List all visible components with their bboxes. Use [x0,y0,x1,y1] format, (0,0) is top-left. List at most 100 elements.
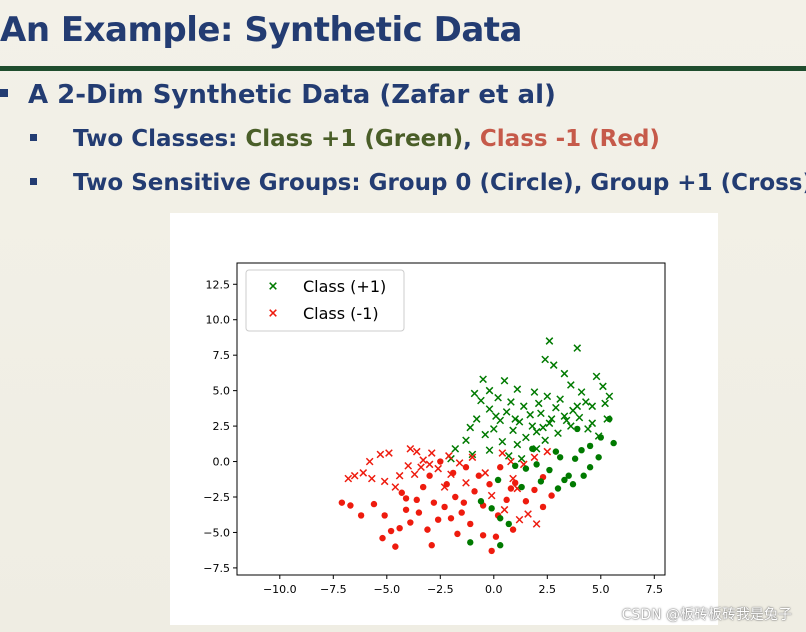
data-point-circle [574,425,581,433]
data-point-cross [468,450,477,459]
data-point-cross [592,372,601,381]
y-tick-label: 0.0 [213,456,231,469]
data-point-cross [599,382,607,391]
scatter-plot-panel: −10.0 −7.5 −5.0 −2.5 0.0 2.5 5.0 7.5 −7.5 −5.0 −2.… [170,213,718,625]
data-point-cross [391,483,400,491]
data-point-cross [468,453,477,462]
data-point-circle [548,492,555,499]
data-point-circle [347,502,354,509]
data-point-cross [526,410,535,419]
x-tick-label: −10.0 [263,583,297,596]
data-point-cross [417,463,425,472]
data-point-cross [532,427,541,436]
data-point-cross [504,452,513,460]
bullet-main-text: A 2-Dim Synthetic Data (Zafar et al) [28,80,556,110]
data-point-cross [376,450,385,459]
data-point-circle [488,505,495,512]
data-point-cross [560,412,569,420]
data-point-cross [367,474,376,483]
data-point-circle [586,464,594,471]
y-tick-label: 12.5 [206,278,231,291]
data-point-cross [494,393,502,402]
data-point-cross [573,402,582,411]
data-point-circle [507,485,515,492]
data-point-cross [410,470,419,479]
data-point-cross [359,469,368,477]
data-point-cross [567,381,575,389]
data-point-cross [466,423,475,432]
data-point-circle [426,472,433,479]
data-point-circle [554,485,562,492]
data-point-cross [500,376,509,385]
data-point-circle [396,525,403,532]
data-point-circle [497,515,504,522]
data-point-circle [370,500,378,508]
data-point-circle [492,533,500,540]
data-point-circle [471,488,478,495]
data-point-cross [530,453,539,462]
bullet-square-icon [0,88,8,97]
legend-marker-pos [269,282,277,290]
data-point-circle [556,454,564,461]
data-point-cross [573,344,582,352]
y-tick-label: 10.0 [206,314,231,327]
bullet-classes-red: Class -1 (Red) [479,126,660,152]
data-point-circle [479,532,487,539]
data-point-cross [549,361,558,369]
data-point-cross [425,460,434,469]
data-point-circle [407,519,414,526]
data-point-circle [537,478,545,485]
bullet-classes-sep: , [463,126,480,152]
y-tick-label: 7.5 [213,349,231,362]
data-point-cross [577,388,586,396]
y-tick-label: 5.0 [213,385,231,398]
bullet-classes-green: Class +1 (Green) [245,126,464,152]
data-point-cross [513,440,522,449]
data-point-cross [588,419,597,428]
data-point-cross [485,386,494,395]
data-point-circle [437,458,444,465]
bullet-square-icon [30,133,37,141]
data-point-cross [522,433,530,442]
data-point-circle [497,542,504,549]
data-point-cross [462,436,470,445]
legend: Class (+1) Class (-1) [245,269,405,332]
data-point-cross [479,375,487,384]
data-point-cross [539,423,547,432]
data-point-cross [532,520,541,528]
slide-title: An Example: Synthetic Data [0,10,523,50]
data-point-circle [398,489,405,496]
data-point-circle [529,445,536,452]
data-point-circle [392,543,399,550]
data-point-cross [498,449,507,457]
data-point-cross [470,389,479,398]
legend-marker-neg [269,309,277,317]
data-point-cross [528,422,537,430]
data-point-circle [565,472,572,479]
data-point-circle [606,415,613,423]
data-point-circle [467,520,474,528]
data-point-circle [424,526,431,533]
data-point-circle [552,448,560,455]
data-point-circle [488,547,495,555]
data-point-cross [451,444,460,453]
data-point-circle [539,503,547,511]
data-point-cross [485,446,494,455]
data-point-cross [489,425,498,433]
data-point-circle [460,499,468,506]
data-point-circle [509,526,517,533]
data-point-circle [402,506,410,513]
data-point-cross [427,449,436,457]
data-point-cross [560,369,569,378]
data-point-cross [502,408,511,416]
data-point-cross [541,355,549,364]
data-point-circle [497,464,504,471]
data-point-cross [584,425,592,433]
title-divider [0,66,806,71]
data-point-circle [569,481,577,488]
data-point-cross [530,388,539,396]
data-point-cross [554,429,562,438]
data-point-circle [462,464,470,471]
data-point-cross [434,464,442,473]
